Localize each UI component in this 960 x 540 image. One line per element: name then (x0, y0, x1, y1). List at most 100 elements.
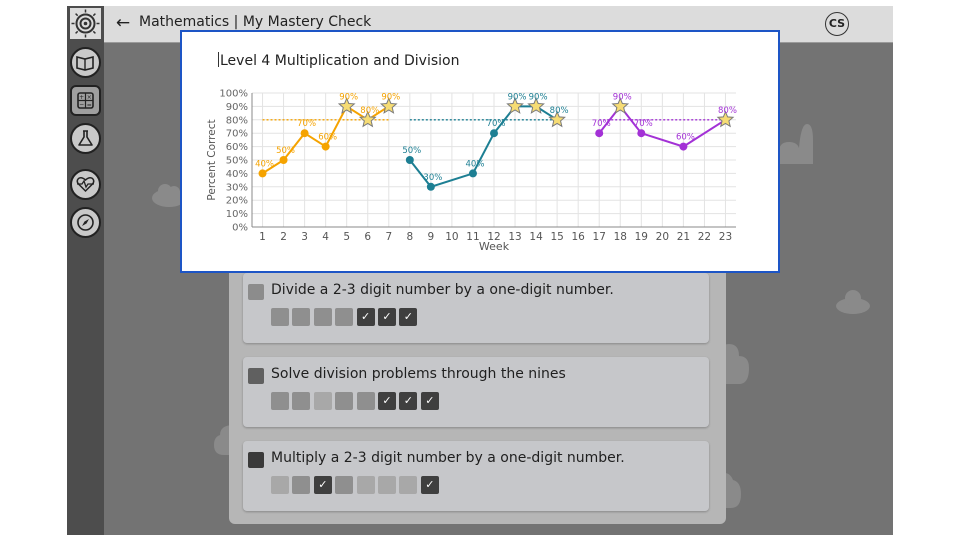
skill-card[interactable]: Multiply a 2-3 digit number by a one-dig… (243, 441, 709, 511)
data-point (426, 182, 435, 191)
star-marker (611, 97, 630, 114)
back-arrow-icon[interactable]: ← (115, 13, 131, 33)
calculator-icon[interactable]: + × − = (70, 85, 101, 116)
data-label: 40% (466, 159, 485, 169)
x-tick-label: 18 (614, 231, 627, 243)
y-tick-label: 100% (219, 89, 248, 100)
mastery-box-checked: ✓ (313, 476, 332, 494)
data-label: 90% (381, 92, 400, 102)
data-label: 50% (276, 146, 295, 156)
data-label: 90% (339, 92, 358, 102)
y-tick-label: 30% (226, 182, 248, 193)
data-label: 60% (318, 133, 337, 143)
y-tick-label: 50% (226, 156, 248, 167)
mastery-box (356, 392, 375, 410)
cloud-decoration (773, 124, 813, 164)
x-tick-label: 5 (343, 231, 350, 243)
x-tick-label: 16 (571, 231, 585, 243)
x-tick-label: 3 (301, 231, 308, 243)
skill-card[interactable]: Divide a 2-3 digit number by a one-digit… (243, 273, 709, 343)
checkmark-icon: ✓ (403, 310, 413, 323)
x-tick-label: 8 (406, 231, 413, 243)
data-point (279, 156, 288, 164)
x-tick-label: 21 (677, 231, 690, 243)
y-tick-label: 10% (226, 209, 248, 220)
data-label: 80% (360, 106, 379, 116)
svg-text:+: + (79, 94, 84, 101)
skills-panel: Divide a 2-3 digit number by a one-digit… (229, 248, 726, 524)
x-tick-label: 1 (259, 231, 266, 243)
checkmark-icon: ✓ (425, 478, 435, 491)
x-tick-label: 11 (466, 231, 479, 243)
mastery-box-checked: ✓ (378, 392, 396, 410)
data-label: 70% (634, 119, 653, 129)
checkmark-icon: ✓ (360, 310, 371, 323)
x-tick-label: 6 (364, 231, 371, 243)
checkmark-icon: ✓ (425, 394, 435, 407)
mastery-box-checked: ✓ (420, 476, 439, 494)
modal-title: Level 4 Multiplication and Division (220, 53, 460, 69)
page-title: Mathematics | My Mastery Check (139, 14, 372, 30)
y-tick-label: 0% (232, 223, 248, 234)
x-tick-label: 9 (428, 231, 435, 243)
x-tick-label: 7 (385, 231, 392, 243)
star-marker (379, 97, 398, 114)
user-avatar[interactable]: CS (825, 12, 849, 36)
data-point (300, 129, 309, 138)
text-cursor (218, 52, 219, 67)
data-point (405, 156, 414, 164)
x-axis-label: Week (479, 240, 510, 253)
y-tick-label: 20% (226, 196, 248, 207)
y-tick-label: 60% (226, 142, 248, 153)
mastery-box (313, 392, 332, 410)
skill-title: Divide a 2-3 digit number by a one-digit… (271, 282, 614, 298)
mastery-box (292, 476, 311, 494)
skill-checkbox[interactable] (248, 284, 264, 300)
x-tick-label: 14 (529, 231, 543, 243)
x-tick-label: 22 (698, 231, 711, 243)
mastery-box-checked: ✓ (420, 392, 439, 410)
x-tick-label: 10 (445, 231, 458, 243)
x-tick-label: 12 (487, 231, 500, 243)
checkmark-icon: ✓ (382, 394, 392, 407)
skill-title: Solve division problems through the nine… (271, 366, 566, 382)
y-tick-label: 70% (226, 129, 248, 140)
data-point (468, 169, 477, 178)
svg-text:×: × (87, 94, 92, 101)
data-label: 80% (550, 106, 569, 116)
x-tick-label: 4 (322, 231, 329, 243)
data-label: 80% (718, 106, 737, 116)
data-point (679, 142, 688, 151)
data-point (637, 129, 646, 138)
cloud-decoration (836, 290, 870, 314)
data-label: 90% (613, 92, 632, 102)
mastery-box-checked: ✓ (399, 308, 418, 326)
compass-icon[interactable] (70, 207, 101, 238)
mastery-box (271, 476, 289, 494)
skill-checkbox[interactable] (248, 368, 264, 384)
heart-pulse-icon[interactable] (70, 169, 101, 200)
svg-text:−: − (79, 102, 84, 109)
mastery-box (292, 392, 311, 410)
skill-card[interactable]: Solve division problems through the nine… (243, 357, 709, 427)
data-point (490, 129, 498, 138)
mastery-box (271, 308, 289, 326)
y-tick-label: 80% (226, 115, 248, 126)
x-tick-label: 15 (550, 231, 563, 243)
mastery-box-checked: ✓ (399, 392, 418, 410)
mastery-box (335, 476, 354, 494)
mastery-box (335, 392, 354, 410)
checkmark-icon: ✓ (382, 310, 392, 323)
flask-icon[interactable] (70, 123, 101, 154)
data-label: 30% (423, 173, 442, 183)
open-book-icon[interactable] (70, 47, 101, 78)
star-marker (337, 97, 356, 114)
mastery-box-checked: ✓ (356, 308, 375, 326)
data-label: 50% (402, 146, 421, 156)
spiral-logo-icon[interactable] (70, 8, 101, 39)
skill-checkbox[interactable] (248, 452, 264, 468)
y-axis-label: Percent Correct (206, 119, 218, 200)
star-marker (716, 110, 735, 128)
sidebar: + × − = (67, 6, 104, 535)
data-point (258, 169, 267, 178)
